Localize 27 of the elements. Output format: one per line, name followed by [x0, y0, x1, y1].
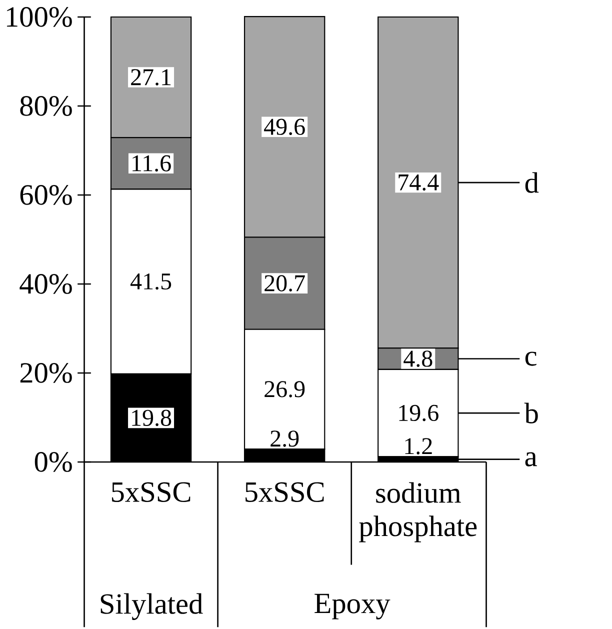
- legend-label: b: [524, 402, 538, 424]
- data-label: 49.6: [264, 118, 305, 136]
- y-tick-label: 20%: [20, 363, 72, 383]
- data-label: 20.7: [264, 275, 305, 292]
- y-tick-label: 80%: [20, 96, 72, 116]
- y-tick-label: 0%: [34, 452, 72, 472]
- data-label: 1.2: [405, 438, 432, 454]
- data-label: 11.6: [132, 155, 171, 172]
- x-tick-label: 5xSSC: [112, 482, 190, 502]
- data-label: 4.8: [404, 350, 432, 367]
- x-tick-label: sodium phosphate: [359, 482, 477, 542]
- y-tick-label: 100%: [7, 7, 72, 27]
- legend-label: a: [525, 452, 537, 466]
- data-label: 41.5: [130, 273, 172, 290]
- legend-label: c: [525, 352, 536, 366]
- data-label: 2.9: [270, 430, 299, 447]
- text: Epoxy: [314, 594, 390, 620]
- y-tick-label: 60%: [20, 185, 72, 205]
- data-label: 19.6: [399, 404, 438, 422]
- data-label: 27.1: [131, 69, 171, 86]
- text: Silylated: [100, 593, 203, 620]
- data-label: 26.9: [264, 381, 305, 398]
- x-tick-label: 5xSSC: [246, 482, 324, 502]
- y-tick-label: 40%: [20, 274, 72, 294]
- data-label: 74.4: [398, 174, 439, 191]
- legend-label: d: [525, 172, 539, 193]
- data-label: 19.8: [132, 410, 172, 426]
